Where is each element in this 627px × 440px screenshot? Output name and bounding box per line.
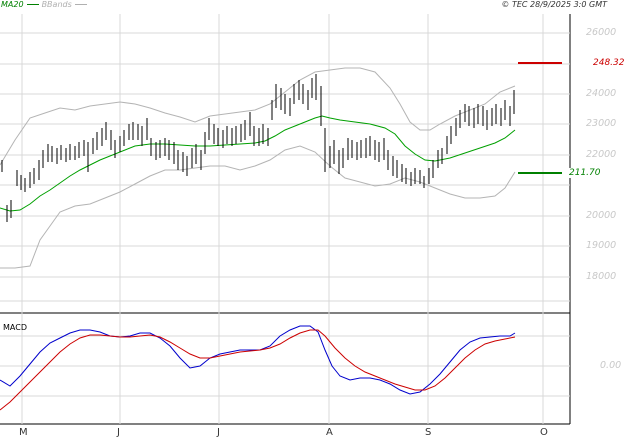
date-label-may: M bbox=[19, 427, 28, 438]
copyright-timestamp: © TEC 28/9/2025 3:0 GMT bbox=[501, 0, 607, 9]
support-label: 211.70 bbox=[568, 168, 602, 178]
signal-line bbox=[0, 329, 516, 411]
bband-upper bbox=[0, 67, 516, 166]
price-tick-18000: 18000 bbox=[586, 271, 617, 282]
date-label-september: S bbox=[425, 427, 432, 438]
price-tick-22000: 22000 bbox=[586, 149, 617, 160]
resistance-label: 248.32 bbox=[592, 58, 626, 68]
ohlc-bars bbox=[1, 74, 515, 222]
price-tick-26000: 26000 bbox=[586, 27, 617, 38]
bband-lower bbox=[0, 145, 516, 269]
legend-ma20-label: MA20 bbox=[1, 0, 24, 9]
price-tick-19000: 19000 bbox=[586, 240, 617, 251]
price-tick-23000: 23000 bbox=[586, 118, 617, 129]
legend-bbands-label: BBands bbox=[41, 0, 72, 9]
date-gridlines bbox=[21, 14, 544, 424]
legend-bbands-swatch bbox=[74, 4, 87, 5]
price-tick-24000: 24000 bbox=[586, 88, 617, 99]
macd-line bbox=[0, 325, 516, 395]
date-label-august: A bbox=[326, 427, 333, 438]
date-label-october: O bbox=[540, 427, 548, 438]
price-tick-20000: 20000 bbox=[586, 210, 617, 221]
chart-legend: MA20 BBands bbox=[1, 0, 87, 9]
macd-tick-zero: 0.00 bbox=[600, 360, 622, 371]
macd-panel-title: MACD bbox=[3, 323, 27, 332]
date-label-june: J bbox=[117, 427, 120, 438]
legend-ma20-swatch bbox=[26, 4, 39, 5]
date-label-july: J bbox=[217, 427, 220, 438]
ma20-line bbox=[0, 115, 516, 212]
